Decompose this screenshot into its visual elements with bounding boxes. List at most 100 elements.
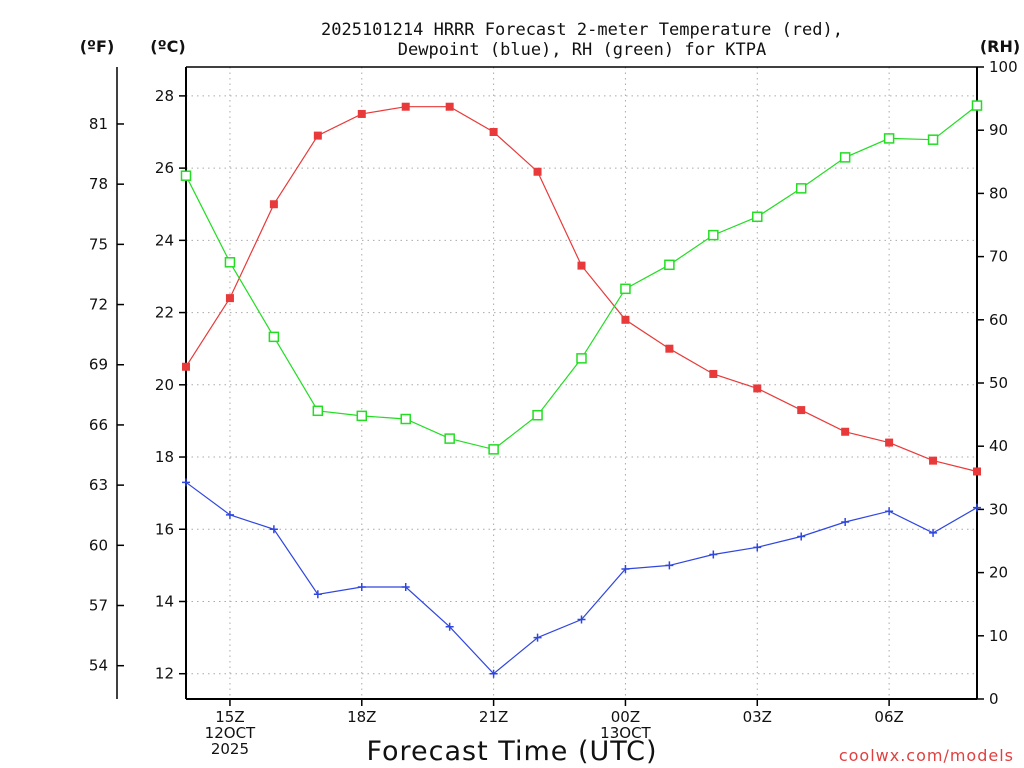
data-point <box>927 134 939 145</box>
data-point <box>841 427 850 436</box>
data-point <box>268 331 280 343</box>
fahrenheit-unit-label: (ºF) <box>80 37 115 56</box>
data-point <box>533 633 542 642</box>
rh-tick-label: 60 <box>989 311 1008 329</box>
data-point <box>445 102 454 111</box>
credit-link[interactable]: coolwx.com/models <box>839 746 1014 765</box>
rh-tick-label: 100 <box>989 58 1018 76</box>
data-point <box>708 229 719 241</box>
series-line <box>185 106 978 473</box>
data-point <box>577 261 586 270</box>
fahrenheit-tick-label: 81 <box>89 115 108 133</box>
data-point <box>885 438 894 447</box>
data-point <box>182 478 190 487</box>
data-point <box>312 405 324 417</box>
x-tick-label: 03Z <box>743 708 772 726</box>
series-2-meter-temperature <box>182 102 981 476</box>
data-point <box>269 525 278 534</box>
data-point <box>971 100 983 111</box>
data-point <box>797 406 806 415</box>
data-point <box>400 413 411 425</box>
x-tick-label: 15Z <box>215 708 244 726</box>
data-point <box>357 583 366 592</box>
data-point <box>709 550 718 559</box>
data-point <box>752 211 763 223</box>
data-point <box>224 257 236 268</box>
celsius-tick-label: 20 <box>155 376 174 394</box>
data-point <box>401 102 410 111</box>
data-point <box>795 183 807 194</box>
data-point <box>709 369 718 378</box>
data-point <box>445 622 454 631</box>
data-point <box>225 294 234 303</box>
data-point <box>357 109 366 118</box>
data-point <box>797 532 806 541</box>
series-line <box>185 481 978 675</box>
data-point <box>533 167 542 176</box>
data-point <box>225 510 234 519</box>
data-point <box>883 133 895 144</box>
gridlines <box>186 67 977 699</box>
rh-tick-label: 10 <box>989 627 1008 645</box>
celsius-tick-label: 22 <box>155 304 174 322</box>
data-point <box>444 433 455 444</box>
data-point <box>664 259 675 271</box>
celsius-unit-label: (ºC) <box>150 37 185 56</box>
data-point <box>401 583 410 592</box>
fahrenheit-tick-label: 54 <box>89 657 108 675</box>
data-point <box>356 410 368 422</box>
data-point <box>621 564 630 573</box>
rh-tick-label: 40 <box>989 437 1008 455</box>
celsius-tick-label: 28 <box>155 87 174 105</box>
data-point <box>313 131 322 140</box>
data-point <box>929 456 938 465</box>
data-point <box>929 528 938 537</box>
x-tick-label: 06Z <box>874 708 903 726</box>
celsius-tick-label: 18 <box>155 448 174 466</box>
data-point <box>489 669 498 678</box>
data-point <box>576 353 587 364</box>
fahrenheit-tick-label: 75 <box>89 235 108 253</box>
data-point <box>269 200 278 209</box>
data-point <box>665 344 674 353</box>
data-point <box>753 543 762 552</box>
fahrenheit-tick-label: 78 <box>89 175 108 193</box>
celsius-tick-label: 12 <box>155 665 174 683</box>
data-point <box>532 409 543 421</box>
rh-tick-label: 30 <box>989 500 1008 518</box>
fahrenheit-tick-label: 60 <box>89 536 108 554</box>
series-rh <box>180 100 983 455</box>
rh-tick-label: 70 <box>989 248 1008 266</box>
fahrenheit-tick-label: 63 <box>89 476 108 494</box>
rh-tick-label: 80 <box>989 184 1008 202</box>
data-point <box>753 384 762 393</box>
axes: 12 14 16 18 20 22 24 26 28 54 57 60 63 66 69 72 75 78 81 0 1… <box>89 58 1018 758</box>
rh-tick-label: 90 <box>989 121 1008 139</box>
data-point <box>973 467 981 476</box>
data-point <box>577 615 586 624</box>
rh-unit-label: (RH) <box>980 37 1020 56</box>
data-point <box>313 590 322 599</box>
fahrenheit-tick-label: 72 <box>89 296 108 314</box>
series-dewpoint <box>182 478 981 678</box>
data-point <box>620 283 631 295</box>
celsius-tick-label: 16 <box>155 520 174 538</box>
x-tick-label: 00Z <box>611 708 640 726</box>
x-axis-label: Forecast Time (UTC) <box>366 736 657 767</box>
data-point <box>488 444 499 455</box>
rh-tick-label: 50 <box>989 374 1008 392</box>
x-tick-label: 12OCT <box>205 724 256 742</box>
data-point <box>841 518 850 527</box>
fahrenheit-tick-label: 69 <box>89 356 108 374</box>
celsius-tick-label: 26 <box>155 159 174 177</box>
data-point <box>182 362 190 371</box>
x-tick-label: 18Z <box>347 708 376 726</box>
data-point <box>665 561 674 570</box>
fahrenheit-tick-label: 57 <box>89 597 108 615</box>
chart-title-line1: 2025101214 HRRR Forecast 2-meter Tempera… <box>321 20 843 40</box>
data-point <box>180 170 192 181</box>
data-point <box>839 152 851 163</box>
data-point <box>489 128 498 137</box>
data-point <box>885 507 894 516</box>
